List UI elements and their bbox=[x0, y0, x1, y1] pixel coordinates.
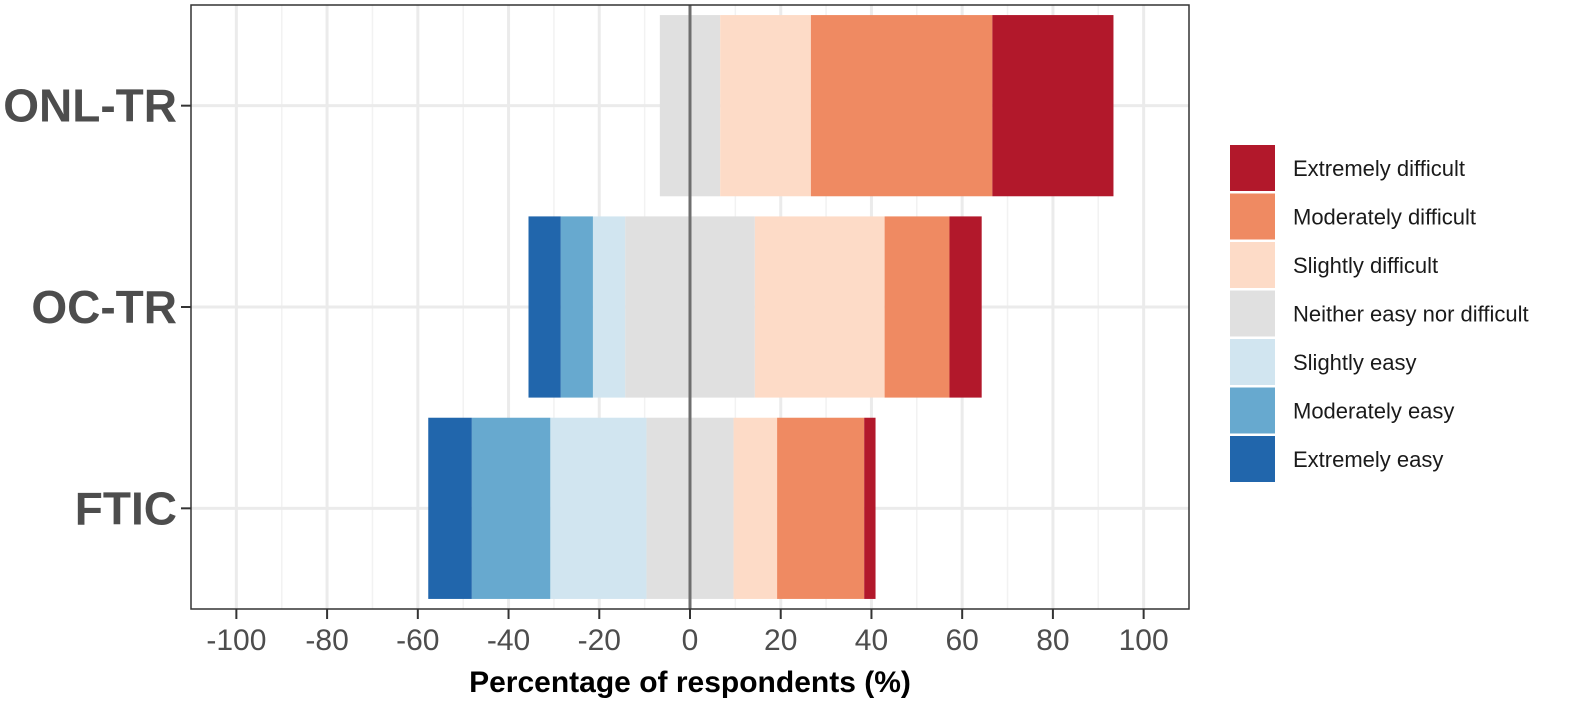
x-tick-label: -40 bbox=[487, 624, 530, 657]
x-tick-label: -100 bbox=[206, 624, 266, 657]
legend-label: Slightly easy bbox=[1293, 350, 1417, 375]
bar-segment-moderately-difficult-oc-tr bbox=[884, 216, 950, 398]
bar-segment-extremely-easy-ftic bbox=[428, 417, 472, 599]
x-tick-label: 100 bbox=[1119, 624, 1169, 657]
y-axis: ONL-TR OC-TR FTIC bbox=[3, 80, 191, 534]
bar-segment-slightly-easy-oc-tr bbox=[592, 216, 626, 398]
legend-key-extremely-easy bbox=[1230, 436, 1275, 482]
legend-key-neither-easy-nor-difficult bbox=[1230, 290, 1275, 337]
legend-key-slightly-difficult bbox=[1230, 242, 1275, 288]
legend-key-moderately-easy bbox=[1230, 387, 1275, 434]
bar-segment-slightly-difficult-onl-tr bbox=[720, 15, 811, 197]
bar-segment-moderately-easy-ftic bbox=[471, 417, 551, 599]
bar-segment-extremely-difficult-oc-tr bbox=[949, 216, 982, 398]
x-tick-label: 20 bbox=[764, 624, 797, 657]
legend-label: Extremely easy bbox=[1293, 447, 1443, 472]
x-tick-label: -80 bbox=[305, 624, 348, 657]
x-tick-label: -60 bbox=[396, 624, 439, 657]
x-axis-title: Percentage of respondents (%) bbox=[469, 666, 911, 699]
x-tick-label: 40 bbox=[855, 624, 888, 657]
legend-label: Moderately difficult bbox=[1293, 205, 1476, 230]
bar-segment-slightly-easy-ftic bbox=[550, 417, 647, 599]
y-tick-label: ONL-TR bbox=[3, 80, 177, 132]
legend-key-moderately-difficult bbox=[1230, 193, 1275, 240]
bar-segment-extremely-easy-oc-tr bbox=[528, 216, 561, 398]
legend-label: Moderately easy bbox=[1293, 399, 1454, 424]
x-axis: -100 -80 -60 -40 -20 0 20 40 60 80 100 bbox=[206, 609, 1169, 657]
bar-segment-moderately-difficult-ftic bbox=[777, 417, 865, 599]
legend-key-slightly-easy bbox=[1230, 339, 1275, 385]
x-tick-label: -20 bbox=[578, 624, 621, 657]
legend-label: Neither easy nor difficult bbox=[1293, 302, 1529, 327]
x-tick-label: 0 bbox=[682, 624, 699, 657]
bar-segment-slightly-difficult-ftic bbox=[733, 417, 778, 599]
legend-key-extremely-difficult bbox=[1230, 145, 1275, 191]
x-tick-label: 80 bbox=[1036, 624, 1069, 657]
x-tick-label: 60 bbox=[945, 624, 978, 657]
y-tick-label: OC-TR bbox=[31, 281, 177, 333]
bar-segment-moderately-easy-oc-tr bbox=[560, 216, 593, 398]
bar-segment-slightly-difficult-oc-tr bbox=[754, 216, 885, 398]
legend: Extremely difficult Moderately difficult S… bbox=[1230, 145, 1529, 482]
y-tick-label: FTIC bbox=[75, 482, 177, 534]
legend-label: Extremely difficult bbox=[1293, 156, 1465, 181]
legend-label: Slightly difficult bbox=[1293, 253, 1438, 278]
bar-segment-moderately-difficult-onl-tr bbox=[810, 15, 993, 197]
bar-segment-extremely-difficult-onl-tr bbox=[992, 15, 1114, 197]
bar-segment-extremely-difficult-ftic bbox=[864, 417, 876, 599]
